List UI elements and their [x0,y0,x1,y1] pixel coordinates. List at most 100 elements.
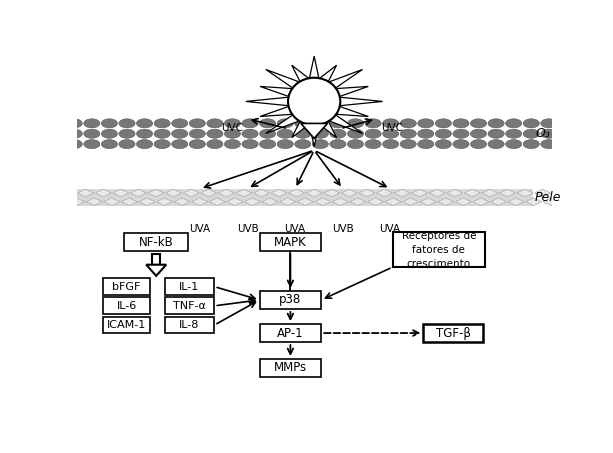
Ellipse shape [119,140,135,149]
Ellipse shape [541,119,557,128]
Ellipse shape [506,119,522,128]
Bar [77,188,533,206]
Ellipse shape [295,119,311,128]
Polygon shape [301,123,327,139]
Polygon shape [403,198,419,206]
Ellipse shape [259,119,276,128]
Polygon shape [131,189,147,197]
Text: O₃: O₃ [535,127,550,140]
Polygon shape [535,189,550,197]
Text: MMPs: MMPs [274,361,307,375]
Polygon shape [314,198,331,206]
Ellipse shape [295,140,311,149]
Bar [259,291,321,309]
Text: IL-6: IL-6 [116,301,137,311]
Text: ICAM-1: ICAM-1 [107,320,146,330]
Polygon shape [455,198,471,206]
Polygon shape [552,189,568,197]
Polygon shape [297,198,313,206]
Ellipse shape [207,129,223,138]
Text: UVC: UVC [221,123,243,133]
Ellipse shape [488,129,504,138]
Polygon shape [262,198,278,206]
Ellipse shape [312,140,329,149]
Polygon shape [166,189,181,197]
Ellipse shape [417,140,434,149]
Polygon shape [139,198,155,206]
Polygon shape [209,198,226,206]
Ellipse shape [383,129,398,138]
Ellipse shape [172,119,188,128]
Bar [392,232,485,267]
Ellipse shape [224,140,240,149]
Polygon shape [271,189,287,197]
Ellipse shape [435,119,451,128]
Ellipse shape [488,140,504,149]
Ellipse shape [365,129,381,138]
Polygon shape [336,106,368,116]
Polygon shape [253,189,270,197]
Text: MAPK: MAPK [274,236,306,249]
Polygon shape [260,87,292,96]
Polygon shape [156,198,173,206]
Polygon shape [350,198,366,206]
Ellipse shape [189,119,205,128]
Ellipse shape [330,119,346,128]
Polygon shape [482,189,498,197]
Polygon shape [227,198,243,206]
Polygon shape [306,189,322,197]
Text: UVA: UVA [379,223,401,234]
Polygon shape [336,87,368,96]
Ellipse shape [137,119,153,128]
Polygon shape [236,189,252,197]
Bar [103,278,150,295]
Ellipse shape [66,140,82,149]
Bar [424,324,483,342]
Ellipse shape [224,119,240,128]
Text: UVB: UVB [237,223,259,234]
Text: UVB: UVB [332,223,354,234]
Polygon shape [260,106,292,116]
Ellipse shape [541,140,557,149]
Ellipse shape [242,140,258,149]
Polygon shape [473,198,489,206]
Polygon shape [245,198,261,206]
Ellipse shape [400,119,416,128]
Ellipse shape [277,119,293,128]
Text: TNF-α: TNF-α [173,301,206,311]
Ellipse shape [417,119,434,128]
Ellipse shape [288,78,340,125]
Polygon shape [332,198,348,206]
Bar [124,233,188,251]
Ellipse shape [207,119,223,128]
Ellipse shape [348,119,364,128]
Ellipse shape [400,140,416,149]
Ellipse shape [119,129,135,138]
Ellipse shape [453,140,469,149]
Bar [103,317,150,333]
Text: AP-1: AP-1 [277,327,303,340]
Polygon shape [147,265,166,276]
Ellipse shape [84,140,100,149]
Ellipse shape [101,119,118,128]
Polygon shape [113,189,129,197]
Ellipse shape [348,129,364,138]
Text: TGF-β: TGF-β [436,327,471,340]
Text: UVC: UVC [381,123,403,133]
Ellipse shape [259,140,276,149]
Text: bFGF: bFGF [112,282,141,292]
Ellipse shape [400,129,416,138]
Polygon shape [310,56,319,78]
Ellipse shape [524,119,539,128]
Ellipse shape [242,119,258,128]
Ellipse shape [137,140,153,149]
Ellipse shape [524,140,539,149]
Polygon shape [438,198,454,206]
Polygon shape [543,198,559,206]
Polygon shape [174,198,190,206]
Polygon shape [266,115,299,134]
Ellipse shape [435,140,451,149]
Bar [259,233,321,251]
Polygon shape [329,115,362,134]
Ellipse shape [66,129,82,138]
